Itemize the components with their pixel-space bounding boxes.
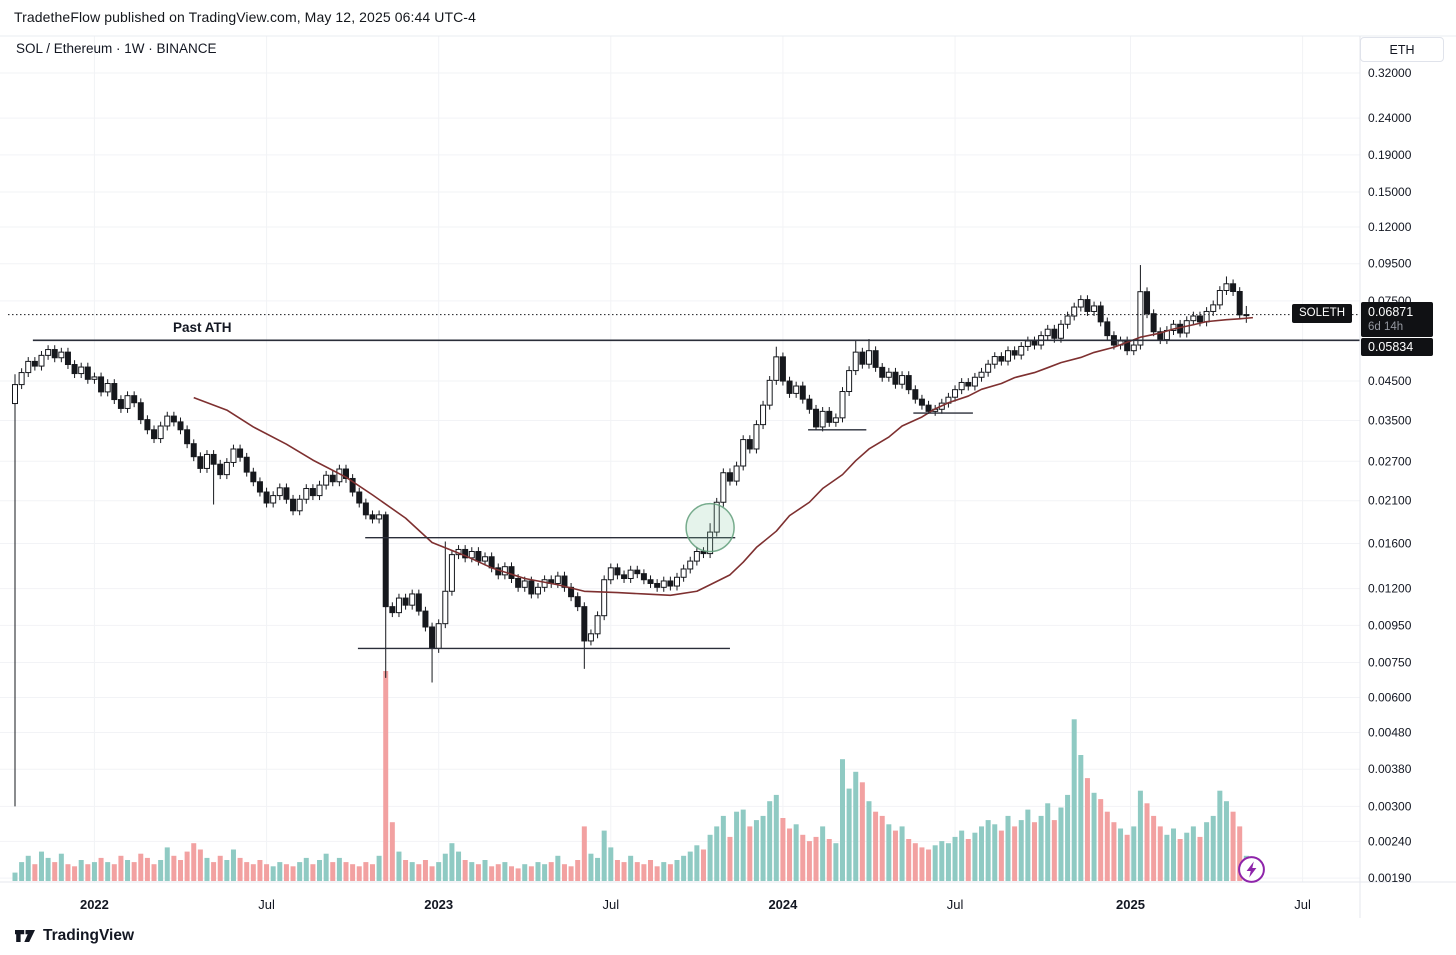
svg-text:0.00600: 0.00600 (1368, 690, 1412, 704)
svg-text:2022: 2022 (80, 897, 109, 912)
svg-text:Jul: Jul (602, 897, 619, 912)
ma-line (193, 316, 1254, 597)
symbol-title: SOL / Ethereum · 1W · BINANCE (16, 41, 217, 56)
currency-toggle-button[interactable]: ETH (1360, 37, 1444, 62)
current-price-value: 0.06871 (1368, 305, 1414, 319)
current-price-label: 0.06871 6d 14h (1361, 302, 1433, 337)
svg-text:0.03500: 0.03500 (1368, 414, 1412, 428)
price-scale[interactable]: 0.32000 0.24000 0.19000 0.15000 0.12000 0.095… (1368, 66, 1412, 885)
svg-text:0.00190: 0.00190 (1368, 871, 1412, 885)
svg-text:2023: 2023 (424, 897, 453, 912)
volume-layer (12, 671, 1249, 881)
svg-text:0.19000: 0.19000 (1368, 148, 1412, 162)
svg-text:0.00750: 0.00750 (1368, 655, 1412, 669)
tradingview-brand-text: TradingView (43, 927, 135, 944)
svg-text:0.00240: 0.00240 (1368, 834, 1412, 848)
svg-text:Jul: Jul (1294, 897, 1311, 912)
svg-text:0.00480: 0.00480 (1368, 726, 1412, 740)
svg-text:Jul: Jul (947, 897, 964, 912)
bar-countdown: 6d 14h (1368, 321, 1404, 333)
svg-text:0.24000: 0.24000 (1368, 111, 1412, 125)
attribution-text: TradetheFlow published on TradingView.co… (14, 9, 476, 25)
svg-text:0.01600: 0.01600 (1368, 536, 1412, 550)
svg-text:0.01200: 0.01200 (1368, 582, 1412, 596)
svg-text:0.12000: 0.12000 (1368, 220, 1412, 234)
time-scale[interactable]: 2022 Jul 2023 Jul 2024 Jul 2025 Jul (80, 897, 1311, 912)
svg-text:0.15000: 0.15000 (1368, 185, 1412, 199)
svg-text:0.09500: 0.09500 (1368, 257, 1412, 271)
svg-text:0.32000: 0.32000 (1368, 66, 1412, 80)
ath-line-price-label: 0.05834 (1361, 338, 1433, 356)
svg-text:2025: 2025 (1116, 897, 1145, 912)
tradingview-logo-icon (15, 930, 35, 942)
svg-text:Jul: Jul (258, 897, 275, 912)
svg-text:2024: 2024 (768, 897, 798, 912)
symbol-price-tag: SOLETH (1292, 304, 1353, 323)
pane-borders (0, 35, 1456, 918)
candles-layer (12, 265, 1250, 807)
svg-text:0.00300: 0.00300 (1368, 799, 1412, 813)
past-ath-annotation: Past ATH (173, 320, 232, 335)
tradingview-brand-link[interactable]: TradingView (14, 925, 134, 947)
level-lines (357, 412, 973, 650)
svg-text:0.00380: 0.00380 (1368, 762, 1412, 776)
breakout-highlight-circle (685, 502, 735, 553)
grid-layer (0, 36, 1360, 882)
svg-text:0.02700: 0.02700 (1368, 454, 1412, 468)
svg-text:0.04500: 0.04500 (1368, 374, 1412, 388)
svg-text:0.02100: 0.02100 (1368, 494, 1412, 508)
svg-text:0.00950: 0.00950 (1368, 618, 1412, 632)
boost-lightning-icon[interactable] (1237, 855, 1266, 884)
